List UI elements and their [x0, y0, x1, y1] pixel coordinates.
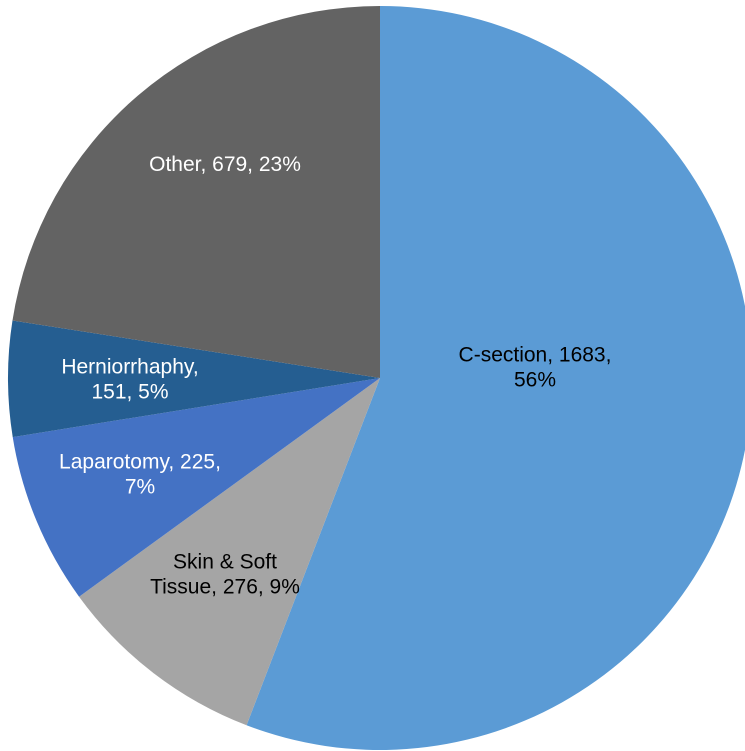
pie-slice: [79, 378, 380, 726]
pie-slice: [246, 6, 745, 750]
data-label: Skin & Soft Tissue, 276, 9%: [150, 550, 300, 598]
data-label: C-section, 1683, 56%: [459, 343, 612, 391]
data-label-line: Other, 679, 23%: [149, 153, 301, 176]
pie-slice: [12, 378, 380, 597]
data-label-line: Laparotomy, 225,: [59, 450, 221, 473]
data-label-line: Herniorrhaphy,: [61, 355, 198, 378]
data-label-line: C-section, 1683,: [459, 343, 612, 366]
data-label-line: Tissue, 276, 9%: [150, 575, 300, 598]
data-label-line: 7%: [125, 475, 155, 498]
data-label: Laparotomy, 225, 7%: [59, 450, 221, 498]
pie-slice: [12, 6, 381, 378]
data-label: Other, 679, 23%: [149, 153, 301, 176]
data-label: Herniorrhaphy, 151, 5%: [61, 355, 198, 403]
pie-slice: [8, 320, 380, 438]
data-label-line: 151, 5%: [91, 380, 168, 403]
data-label-line: 56%: [514, 368, 556, 391]
data-label-line: Skin & Soft: [173, 550, 277, 573]
